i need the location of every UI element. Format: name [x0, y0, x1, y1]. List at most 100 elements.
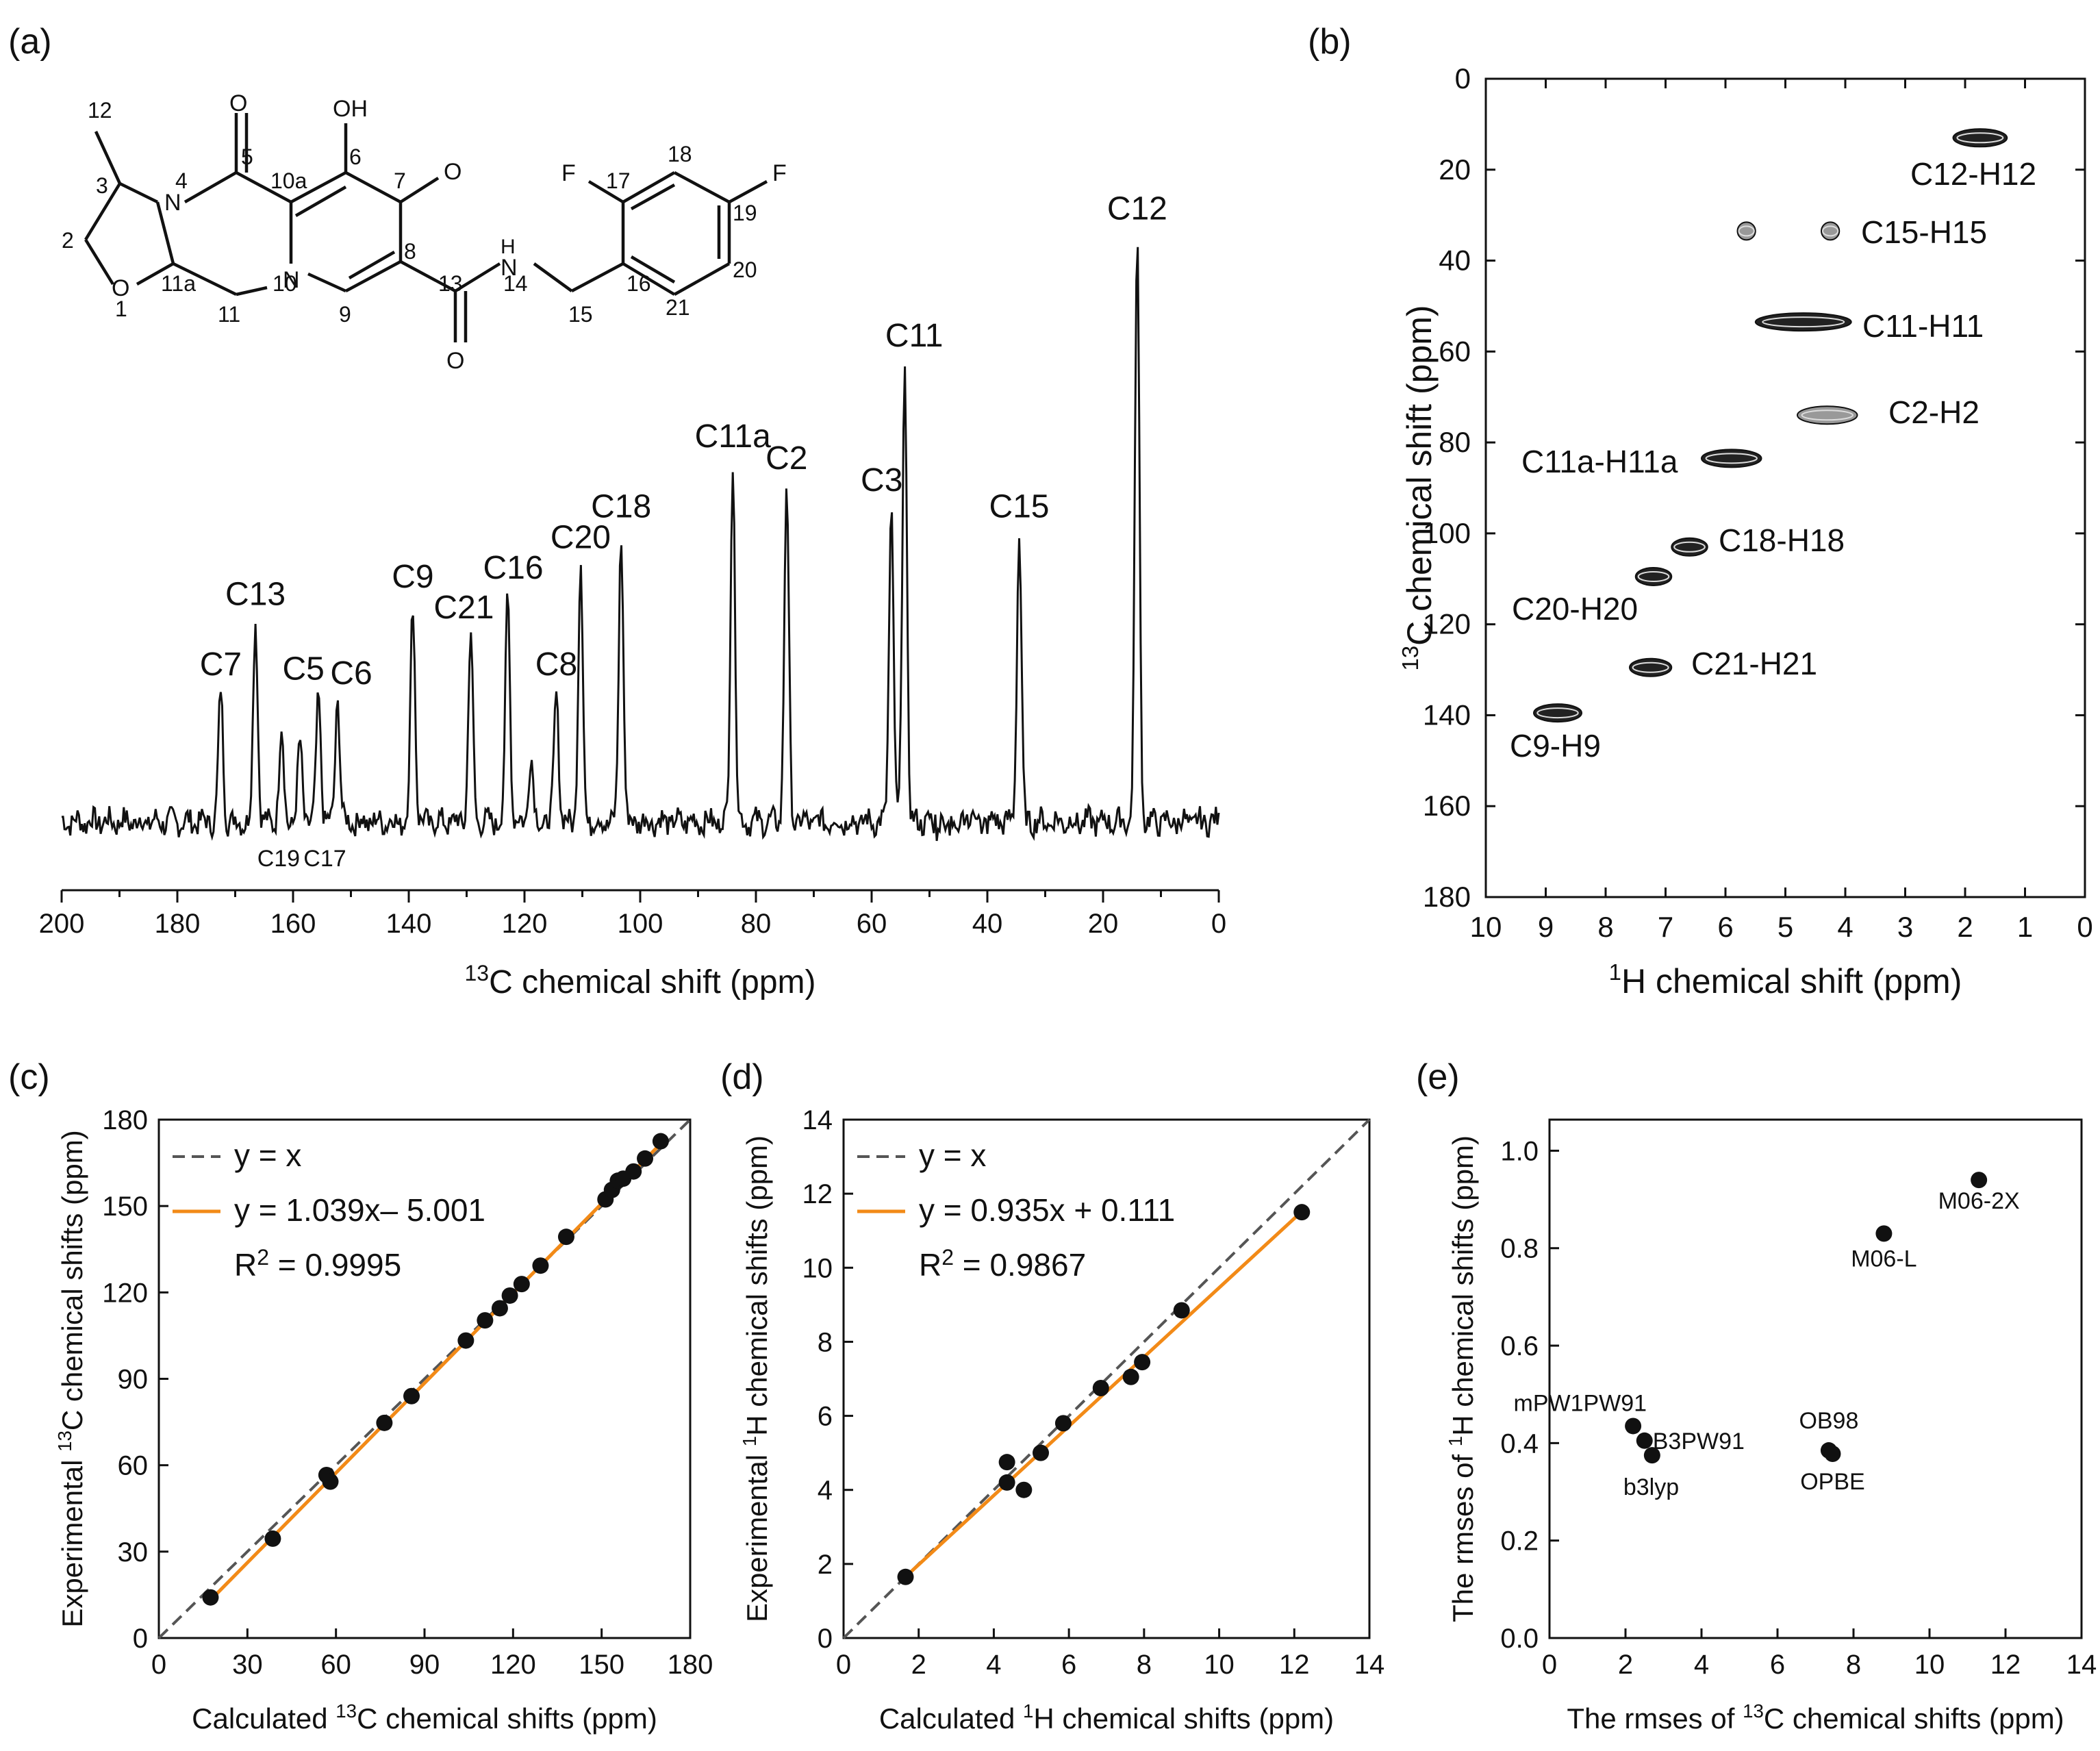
x-tick-label: 20 — [1088, 909, 1119, 939]
y-axis-label-sup: 1 — [739, 1436, 760, 1446]
y-axis-label-pre: Experimental — [741, 1446, 773, 1622]
atom-label: 11 — [218, 302, 240, 327]
cross-peak-contour — [1536, 707, 1579, 719]
x-tick-label: 2 — [911, 1650, 926, 1680]
y-tick-label: 0.6 — [1500, 1331, 1539, 1361]
cross-peak-contour — [1637, 570, 1670, 582]
data-point — [532, 1257, 549, 1274]
y-axis-label-sup: 13 — [54, 1431, 75, 1452]
point-label: M06-2X — [1938, 1188, 2020, 1214]
y-tick-label: 0.0 — [1500, 1624, 1539, 1654]
peak-label-below: C17 — [303, 846, 346, 872]
y-axis-label-pre: The rmses of — [1447, 1446, 1479, 1622]
y-tick-label: 60 — [118, 1451, 149, 1481]
atom-label: F — [772, 160, 787, 186]
y-tick-label: 120 — [102, 1278, 148, 1308]
atom-label: 5 — [241, 144, 253, 169]
atom-label: O — [444, 159, 461, 185]
atom-label: O — [112, 275, 129, 301]
x-tick-label: 4 — [1694, 1650, 1709, 1680]
cross-peak-label: C12-H12 — [1910, 156, 2036, 192]
y-tick-label: 14 — [802, 1105, 833, 1135]
y-tick-label: 30 — [118, 1537, 149, 1567]
x-tick-label: 2 — [1957, 911, 1973, 943]
peak-label: C21 — [433, 590, 494, 626]
cross-peak — [1671, 537, 1708, 557]
peak-label: C6 — [330, 655, 372, 692]
y-axis-label-sup: 13 — [1397, 646, 1423, 671]
y-tick-label: 80 — [1439, 426, 1471, 458]
legend-label: y = 1.039x– 5.001 — [234, 1192, 485, 1228]
data-point — [501, 1287, 518, 1304]
atom-label: N — [164, 190, 181, 216]
atom-label: F — [561, 160, 576, 186]
point-label: B3PW91 — [1653, 1428, 1745, 1454]
x-tick-label: 7 — [1658, 911, 1673, 943]
panel-c-letter: (c) — [8, 1057, 50, 1097]
r-squared-pre: R — [919, 1247, 941, 1283]
atom-label: N — [501, 255, 518, 281]
x-axis-label-pre: Calculated — [879, 1702, 1023, 1735]
atom-label: 10a — [270, 168, 307, 193]
y-tick-label: 2 — [818, 1550, 833, 1580]
data-point — [557, 1229, 574, 1246]
x-tick-label: 6 — [1717, 911, 1733, 943]
rmse-plot: 0 2 4 6 8 10 12 14 0.0 0.2 0.4 0.6 0.8 1.0 The rmses o… — [1445, 1118, 2097, 1735]
data-point — [264, 1530, 281, 1547]
data-point — [897, 1568, 914, 1585]
data-point — [625, 1163, 642, 1180]
cross-peak-label: C11-H11 — [1862, 308, 1984, 344]
data-point — [1092, 1380, 1109, 1397]
cross-peak-label: C18-H18 — [1719, 522, 1845, 558]
r-squared-rest: = 0.9995 — [269, 1247, 401, 1283]
y-tick-label: 60 — [1439, 335, 1471, 367]
cross-peak-contour — [1801, 410, 1854, 421]
x-axis-label-rest: H chemical shifts (ppm) — [1033, 1702, 1334, 1735]
x-tick-label: 10 — [1914, 1650, 1945, 1680]
peak-label: C5 — [283, 651, 325, 687]
x-tick-label: 40 — [972, 909, 1003, 939]
data-point — [1122, 1368, 1139, 1385]
peak-label: C9 — [392, 559, 433, 595]
atom-label: N — [283, 267, 300, 293]
x-axis-label-sup: 1 — [1023, 1700, 1033, 1722]
y-axis-label-pre: Experimental — [56, 1452, 88, 1628]
cross-peak — [1754, 312, 1852, 332]
y-tick-label: 6 — [818, 1402, 833, 1432]
x-tick-label: 0 — [1211, 909, 1226, 939]
y-axis-label: The rmses of 1H chemical shifts (ppm) — [1445, 1135, 1479, 1622]
point-label: M06-L — [1851, 1246, 1916, 1272]
atom-label: 3 — [96, 173, 108, 198]
data-point — [1824, 1446, 1841, 1463]
atom-label: 7 — [394, 168, 406, 193]
y-tick-label: 4 — [818, 1476, 833, 1506]
cross-peak-label: C11a-H11a — [1521, 444, 1678, 479]
x-axis-label: 1H chemical shift (ppm) — [1609, 959, 1962, 1000]
cross-peak — [1736, 221, 1756, 241]
x-axis-label-rest: C chemical shifts (ppm) — [357, 1702, 657, 1735]
x-tick-label: 6 — [1770, 1650, 1785, 1680]
cross-peak-contour — [1673, 541, 1706, 553]
spectrum-a-x-axis-label: 13C chemical shift (ppm) — [464, 961, 815, 1000]
y-tick-label: 12 — [802, 1179, 833, 1209]
x-tick-label: 1 — [2017, 911, 2033, 943]
y-tick-label: 100 — [1423, 517, 1471, 549]
x-axis-label: The rmses of 13C chemical shifts (ppm) — [1567, 1700, 2064, 1735]
spectrum-a-x-axis: 200 180 160 140 120 100 80 60 40 20 0 — [39, 889, 1226, 939]
x-tick-label: 30 — [232, 1650, 263, 1680]
x-tick-label: 8 — [1597, 911, 1613, 943]
cross-peak-label: C20-H20 — [1512, 591, 1638, 627]
data-point — [491, 1300, 508, 1317]
cross-peak — [1952, 128, 2008, 148]
point-label: b3lyp — [1623, 1474, 1679, 1500]
y-tick-label: 180 — [102, 1105, 148, 1135]
x-axis-label-rest: H chemical shift (ppm) — [1621, 962, 1962, 1000]
atom-label: 12 — [88, 98, 112, 123]
data-point — [1173, 1302, 1190, 1319]
x-tick-label: 10 — [1204, 1650, 1235, 1680]
atom-label: O — [446, 348, 464, 374]
